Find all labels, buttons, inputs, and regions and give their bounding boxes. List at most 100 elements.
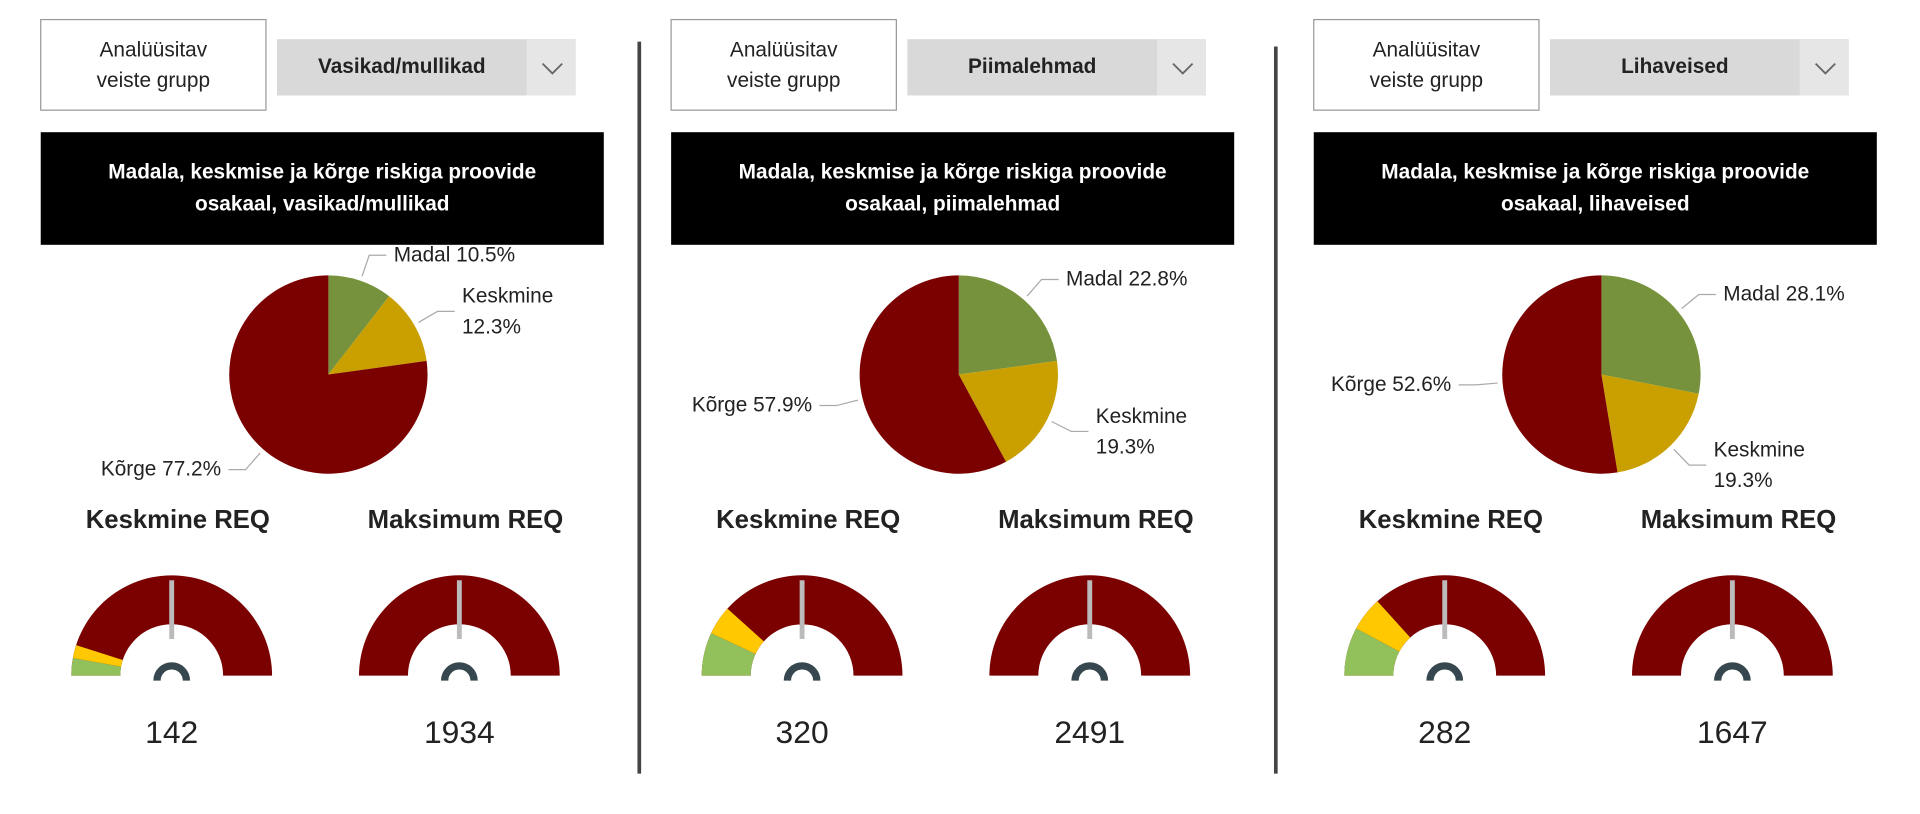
dropdown[interactable] xyxy=(907,39,1207,96)
leader-line xyxy=(819,399,859,407)
leader-line xyxy=(228,452,261,471)
pie-label: Madal 22.8% xyxy=(1066,267,1187,290)
pie-label: Madal 10.5% xyxy=(394,243,515,266)
pie-label-category: Madal xyxy=(1723,282,1780,305)
pie-label-category: Kõrge xyxy=(1331,372,1387,395)
pie-slice xyxy=(859,275,1006,474)
leader-line xyxy=(1051,420,1089,433)
leader-line xyxy=(1673,448,1707,466)
selector-label: Analüüsitav veiste grupp xyxy=(96,37,211,92)
pie-label-category: Kõrge xyxy=(692,393,748,416)
gauge-value: 142 xyxy=(145,714,198,750)
pie-label-category: Kõrge xyxy=(101,457,157,480)
pie-label-value: 12.3% xyxy=(462,315,521,338)
gauge-band xyxy=(701,633,756,676)
pie-slice xyxy=(328,296,427,375)
chevron xyxy=(1814,63,1836,75)
gauge-value: 1647 xyxy=(1697,714,1768,750)
pie-label-value: 77.2% xyxy=(162,457,221,480)
selector-label: Analüüsitav veiste grupp xyxy=(727,37,841,92)
pie-slice xyxy=(229,275,428,474)
pie-label-category: Madal xyxy=(394,243,451,266)
selector-box xyxy=(1313,18,1540,111)
pie-slice xyxy=(328,275,390,375)
pie-label: Keskmine 12.3% xyxy=(462,284,553,338)
pie-label-value: 52.6% xyxy=(1392,372,1451,395)
pie-slice xyxy=(1601,275,1701,394)
gauge-hub xyxy=(1071,662,1109,681)
pie-title-box: Madala, keskmise ja kõrge riskiga proovi… xyxy=(1381,160,1810,216)
pie-title: Madala, keskmise ja kõrge riskiga proovi… xyxy=(108,160,537,216)
pie-label-value: 57.9% xyxy=(753,393,812,416)
pie-label-category: Keskmine xyxy=(1096,404,1187,427)
selector-box xyxy=(670,18,897,111)
dropdown[interactable] xyxy=(1549,39,1849,96)
pie-label-category: Keskmine xyxy=(462,284,553,307)
selector-label-box: Analüüsitav veiste grupp xyxy=(96,37,211,92)
pie-slice xyxy=(958,275,1057,375)
selector-label-box: Analüüsitav veiste grupp xyxy=(727,37,841,92)
gauge-hub xyxy=(1714,662,1751,681)
pie-slice xyxy=(958,360,1058,462)
pie-label: Kõrge 52.6% xyxy=(1331,372,1451,395)
gauge-band xyxy=(72,645,123,667)
dropdown-arrow-area xyxy=(1157,39,1207,96)
dropdown-value: Lihaveised xyxy=(1621,55,1729,78)
gauge-arc xyxy=(989,575,1191,676)
pie-title-bg xyxy=(671,132,1235,245)
gauge-value: 282 xyxy=(1418,714,1471,750)
gauge-hub xyxy=(440,662,478,681)
leader-line xyxy=(1681,293,1716,309)
selector-label-box: Analüüsitav veiste grupp xyxy=(1369,37,1484,92)
pie-label: Keskmine 19.3% xyxy=(1714,438,1805,492)
gauge-value: 1934 xyxy=(424,714,495,750)
dropdown-value: Piimalehmad xyxy=(968,55,1096,78)
pie-label-value: 19.3% xyxy=(1714,469,1773,492)
gauge-band xyxy=(711,608,764,654)
pie-title-bg xyxy=(1313,132,1877,245)
pie-label: Keskmine 19.3% xyxy=(1096,404,1187,458)
pie-slice xyxy=(1502,275,1618,474)
gauge-hub xyxy=(1426,662,1464,681)
pie-title: Madala, keskmise ja kõrge riskiga proovi… xyxy=(738,160,1167,216)
gauge-value: 320 xyxy=(776,714,829,750)
pie-label-value: 10.5% xyxy=(456,243,515,266)
chevron xyxy=(541,63,563,75)
selector-box xyxy=(40,18,267,111)
gauge-arc xyxy=(71,575,273,676)
pie-title: Madala, keskmise ja kõrge riskiga proovi… xyxy=(1381,160,1810,216)
pie-title-box: Madala, keskmise ja kõrge riskiga proovi… xyxy=(738,160,1167,216)
pie-label-category: Madal xyxy=(1066,267,1123,290)
gauge-band xyxy=(1356,601,1411,652)
gauge-title: Maksimum REQ xyxy=(368,506,564,534)
gauge-title: Keskmine REQ xyxy=(716,506,900,534)
pie-slice xyxy=(1601,374,1699,473)
pie-title-bg xyxy=(40,132,604,245)
gauge-title: Maksimum REQ xyxy=(1641,506,1837,534)
pie-label: Madal 28.1% xyxy=(1723,282,1844,305)
gauge-arc xyxy=(1632,575,1833,676)
gauge-arc xyxy=(358,575,560,676)
gauge-title: Keskmine REQ xyxy=(86,506,270,534)
leader-line xyxy=(361,254,387,277)
pie-label-value: 19.3% xyxy=(1096,435,1155,458)
leader-line xyxy=(418,310,455,323)
pie-label-value: 28.1% xyxy=(1786,282,1845,305)
dropdown-arrow-area xyxy=(1799,39,1849,96)
dropdown-arrow-area xyxy=(526,39,576,96)
gauge-title: Maksimum REQ xyxy=(998,506,1194,534)
gauge-value: 2491 xyxy=(1054,714,1125,750)
dropdown[interactable] xyxy=(276,39,576,96)
pie-label: Kõrge 77.2% xyxy=(101,457,221,480)
gauge-hub xyxy=(153,662,191,681)
leader-line xyxy=(1026,278,1059,297)
gauge-band xyxy=(1344,628,1400,676)
pie-label: Kõrge 57.9% xyxy=(692,393,812,416)
pie-label-value: 22.8% xyxy=(1128,267,1187,290)
gauge-title: Keskmine REQ xyxy=(1359,506,1543,534)
gauge-hub xyxy=(783,662,821,681)
selector-label: Analüüsitav veiste grupp xyxy=(1369,37,1484,92)
leader-line xyxy=(1458,382,1498,386)
gauge-band xyxy=(71,658,122,676)
